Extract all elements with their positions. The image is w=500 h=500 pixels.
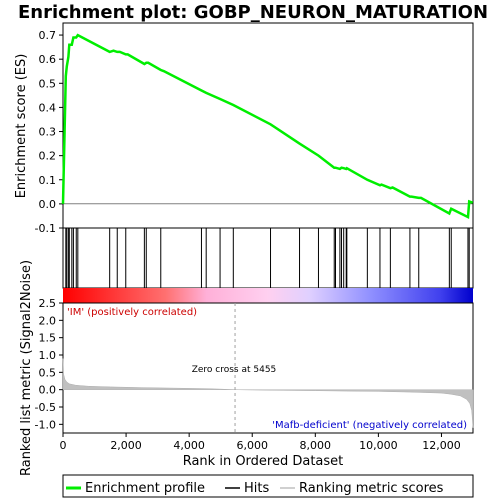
enrichment-profile-line	[61, 33, 474, 220]
metric-y-ticks: -1.0 -0.5 0.0 0.5 1.0 1.5 2.0 2.5	[35, 297, 63, 431]
es-ytick-label: 0.0	[39, 198, 57, 211]
es-ytick-label: 0.3	[39, 126, 57, 139]
metric-ylabel: Ranked list metric (Signal2Noise)	[19, 260, 34, 476]
x-ticks: 0 2,000 4,000 6,000 8,000 10,000 12,000	[60, 433, 461, 452]
es-ylabel: Enrichment score (ES)	[14, 54, 29, 199]
rank-color-bar	[63, 288, 473, 303]
metric-ytick-label: 0.5	[39, 366, 57, 379]
es-ytick-label: 0.7	[39, 29, 57, 42]
chart-title: Enrichment plot: GOBP_NEURON_MATURATION	[18, 2, 488, 23]
es-ytick-label: 0.6	[39, 53, 57, 66]
es-ytick-label: 0.1	[39, 174, 57, 187]
metric-ytick-label: 1.5	[39, 332, 57, 345]
metric-ytick-label: 0.0	[39, 384, 57, 397]
zero-cross-label: Zero cross at 5455	[192, 365, 277, 375]
es-ytick-label: -0.1	[35, 222, 56, 235]
xtick-label: 4,000	[173, 439, 205, 452]
es-y-ticks: -0.1 0.0 0.1 0.2 0.3 0.4 0.5 0.6 0.7	[35, 29, 63, 235]
xtick-label: 6,000	[236, 439, 268, 452]
metric-ytick-label: -1.0	[35, 418, 56, 431]
legend-label-profile: Enrichment profile	[85, 481, 205, 496]
xtick-label: 10,000	[359, 439, 398, 452]
xtick-label: 0	[60, 439, 67, 452]
es-ytick-label: 0.5	[39, 77, 57, 90]
metric-ytick-label: 2.0	[39, 314, 57, 327]
metric-ytick-label: 2.5	[39, 297, 57, 310]
negative-correlation-label: 'Mafb-deficient' (negatively correlated)	[272, 420, 467, 431]
legend-label-metric: Ranking metric scores	[299, 481, 444, 496]
metric-ytick-label: 1.0	[39, 349, 57, 362]
legend-label-hits: Hits	[244, 481, 269, 496]
metric-ytick-label: -0.5	[35, 401, 56, 414]
positive-correlation-label: 'IM' (positively correlated)	[67, 307, 197, 318]
hits-panel-frame	[62, 227, 474, 289]
es-ytick-label: 0.4	[39, 101, 57, 114]
ranking-metric-area	[62, 358, 474, 428]
es-ytick-label: 0.2	[39, 150, 57, 163]
xtick-label: 8,000	[300, 439, 332, 452]
xtick-label: 2,000	[110, 439, 142, 452]
xtick-label: 12,000	[422, 439, 461, 452]
hit-markers	[65, 228, 470, 288]
legend-box	[62, 474, 474, 498]
x-axis-label: Rank in Ordered Dataset	[183, 454, 344, 469]
